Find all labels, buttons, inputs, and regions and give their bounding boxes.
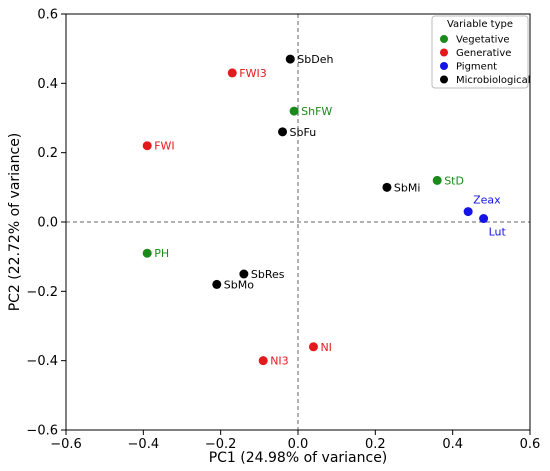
y-tick-label: 0.0 bbox=[37, 216, 58, 231]
x-tick-label: 0.6 bbox=[520, 437, 541, 452]
data-point-label-sbres: SbRes bbox=[251, 268, 285, 281]
axes-layer: −0.6 −0.4 −0.2 0.0 0.2 0.4 0.6 −0.6 −0.4 −0.2 0.0 0… bbox=[26, 8, 540, 453]
data-point-label-fwi: FWI bbox=[154, 140, 174, 153]
data-point-label-lut: Lut bbox=[489, 226, 507, 239]
data-point-label-sbmo: SbMo bbox=[224, 278, 254, 291]
data-point-fwi bbox=[142, 141, 152, 151]
data-point-sbmi bbox=[382, 182, 392, 192]
y-tick-label: −0.4 bbox=[26, 354, 58, 369]
data-point-sbres bbox=[239, 269, 249, 279]
legend-entry-microbiological: Microbiological bbox=[456, 75, 531, 86]
data-point-label-ni3: NI3 bbox=[270, 355, 288, 368]
data-point-fwi3 bbox=[227, 68, 237, 78]
data-point-zeax bbox=[463, 207, 473, 217]
x-tick-label: 0.0 bbox=[288, 437, 309, 452]
y-tick-label: −0.6 bbox=[26, 424, 58, 439]
legend: Variable type Vegetative Generative Pigment… bbox=[431, 15, 531, 89]
data-point-label-zeax: Zeax bbox=[473, 194, 501, 207]
data-point-label-sbfu: SbFu bbox=[290, 126, 317, 139]
legend-marker-generative bbox=[440, 48, 448, 57]
legend-entry-vegetative: Vegetative bbox=[456, 35, 510, 46]
legend-marker-vegetative bbox=[440, 35, 448, 43]
data-point-label-std: StD bbox=[444, 174, 464, 187]
legend-marker-microbiological bbox=[440, 75, 448, 84]
legend-box bbox=[431, 15, 529, 89]
legend-title: Variable type bbox=[447, 19, 513, 30]
data-point-ni3 bbox=[258, 356, 268, 366]
points-layer: ShFW StD PH FWI3 FWI NI NI3 Zeax Lut SbDeh SbFu SbM… bbox=[142, 53, 507, 368]
data-point-label-ph: PH bbox=[154, 247, 169, 260]
data-point-label-shfw: ShFW bbox=[301, 105, 332, 118]
data-point-label-ni: NI bbox=[320, 341, 331, 354]
x-tick-label: −0.6 bbox=[50, 437, 82, 452]
y-axis-label: PC2 (22.72% of variance) bbox=[7, 133, 23, 312]
data-point-ph bbox=[142, 248, 152, 258]
data-point-ni bbox=[308, 342, 318, 352]
x-tick-label: −0.4 bbox=[128, 437, 160, 452]
data-point-sbmo bbox=[212, 279, 222, 289]
data-point-label-fwi3: FWI3 bbox=[239, 67, 266, 80]
legend-marker-pigment bbox=[440, 62, 448, 70]
data-point-label-sbmi: SbMi bbox=[394, 181, 421, 194]
x-tick-label: −0.2 bbox=[205, 437, 237, 452]
legend-entry-pigment: Pigment bbox=[456, 62, 497, 73]
data-point-sbfu bbox=[278, 127, 288, 137]
data-point-std bbox=[432, 175, 442, 185]
legend-entry-generative: Generative bbox=[456, 48, 511, 59]
x-tick-label: 0.4 bbox=[442, 437, 463, 452]
x-axis-label: PC1 (24.98% of variance) bbox=[209, 450, 388, 466]
data-point-sbdeh bbox=[285, 54, 295, 64]
y-tick-label: −0.2 bbox=[26, 285, 58, 300]
data-point-shfw bbox=[289, 106, 299, 116]
y-tick-label: 0.6 bbox=[37, 8, 58, 23]
data-point-lut bbox=[479, 214, 489, 224]
data-point-label-sbdeh: SbDeh bbox=[297, 53, 333, 66]
y-tick-label: 0.2 bbox=[37, 146, 58, 161]
y-tick-label: 0.4 bbox=[37, 77, 58, 92]
x-tick-label: 0.2 bbox=[365, 437, 386, 452]
